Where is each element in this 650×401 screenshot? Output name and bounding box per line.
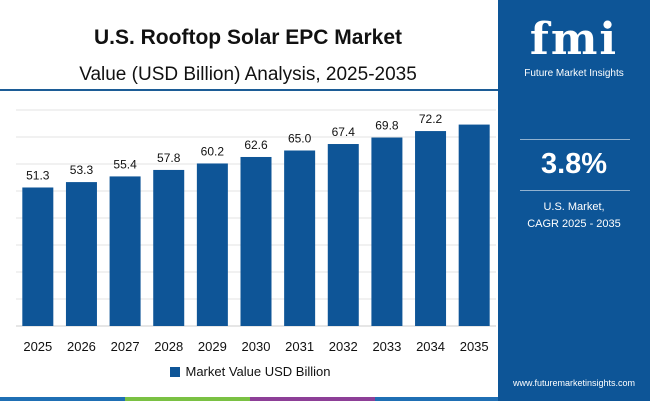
bottom-bar-segment-4 bbox=[375, 397, 500, 401]
bars bbox=[22, 124, 490, 327]
logo-subtitle: Future Market Insights bbox=[524, 68, 624, 79]
cagr-value: 3.8% bbox=[540, 148, 608, 180]
bar-2030[interactable] bbox=[240, 156, 272, 326]
value-label-2027: 55.4 bbox=[113, 157, 137, 171]
x-tick-2035: 2035 bbox=[460, 339, 489, 354]
bottom-bar-segment-1 bbox=[0, 397, 125, 401]
x-axis-ticks: 2025 2026 2027 2028 2029 2030 2031 2032 2033 2034… bbox=[23, 339, 488, 354]
x-tick-2033: 2033 bbox=[372, 339, 401, 354]
chart-subtitle: Value (USD Billion) Analysis, 2025-2035 bbox=[79, 64, 417, 85]
cagr-label: U.S. Market, CAGR 2025 - 2035 bbox=[498, 199, 650, 233]
bar-2028[interactable] bbox=[153, 169, 185, 326]
bar-2027[interactable] bbox=[109, 176, 141, 326]
value-label-2030: 62.6 bbox=[244, 138, 268, 152]
bottom-color-bar bbox=[0, 397, 500, 401]
legend-swatch bbox=[169, 366, 180, 377]
bar-2031[interactable] bbox=[284, 150, 316, 327]
value-label-2029: 60.2 bbox=[201, 144, 225, 158]
x-tick-2032: 2032 bbox=[329, 339, 358, 354]
x-tick-2026: 2026 bbox=[67, 339, 96, 354]
cagr-label-line2: CAGR 2025 - 2035 bbox=[527, 218, 621, 230]
value-label-2026: 53.3 bbox=[70, 163, 94, 177]
bar-2025[interactable] bbox=[22, 187, 54, 326]
title-rule bbox=[0, 89, 498, 91]
website-link[interactable]: www.futuremarketinsights.com bbox=[512, 378, 636, 388]
chart-title: U.S. Rooftop Solar EPC Market bbox=[93, 26, 403, 49]
value-label-2033: 69.8 bbox=[375, 119, 399, 133]
legend[interactable]: Market Value USD Billion bbox=[0, 364, 500, 379]
bar-chart: 51.3 53.3 55.4 57.8 60.2 62.6 65.0 67.4 69.8 72.2… bbox=[16, 109, 496, 354]
divider-bottom bbox=[520, 190, 630, 191]
x-tick-2031: 2031 bbox=[285, 339, 314, 354]
legend-label: Market Value USD Billion bbox=[185, 364, 331, 379]
bar-2035[interactable] bbox=[458, 124, 490, 326]
bar-2032[interactable] bbox=[327, 144, 359, 326]
logo-mark: fmi bbox=[529, 14, 619, 65]
x-tick-2025: 2025 bbox=[23, 339, 52, 354]
bottom-bar-segment-3 bbox=[250, 397, 375, 401]
x-tick-2028: 2028 bbox=[154, 339, 183, 354]
value-label-2034: 72.2 bbox=[419, 112, 443, 126]
cagr-label-line1: U.S. Market, bbox=[543, 201, 605, 213]
divider-top bbox=[520, 139, 630, 140]
fmi-logo: fmi Future Market Insights bbox=[498, 14, 650, 79]
value-label-2028: 57.8 bbox=[157, 151, 181, 165]
x-tick-2030: 2030 bbox=[242, 339, 271, 354]
bar-2026[interactable] bbox=[65, 182, 97, 326]
x-tick-2029: 2029 bbox=[198, 339, 227, 354]
x-tick-2034: 2034 bbox=[416, 339, 445, 354]
value-label-2031: 65.0 bbox=[288, 132, 312, 146]
bar-2029[interactable] bbox=[196, 163, 228, 326]
value-labels: 51.3 53.3 55.4 57.8 60.2 62.6 65.0 67.4 69.8 72.2 bbox=[26, 112, 442, 182]
value-label-2032: 67.4 bbox=[332, 125, 356, 139]
bar-2033[interactable] bbox=[371, 137, 403, 326]
side-panel: fmi Future Market Insights 3.8% U.S. Mar… bbox=[498, 0, 650, 401]
bar-2034[interactable] bbox=[415, 131, 447, 326]
value-label-2025: 51.3 bbox=[26, 168, 50, 182]
bottom-bar-segment-2 bbox=[125, 397, 250, 401]
x-tick-2027: 2027 bbox=[111, 339, 140, 354]
